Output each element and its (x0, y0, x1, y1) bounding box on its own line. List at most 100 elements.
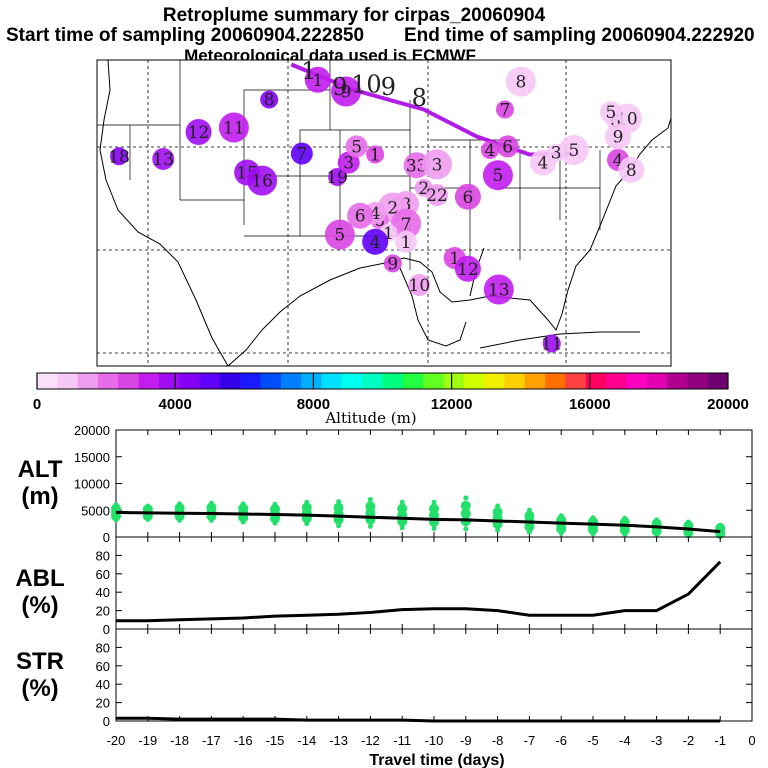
x-tick-labels: -20 -19 -18 -17 -16 -15 -14 -13 -12 -11 -10 -9 -8 -7-… (107, 733, 756, 748)
map-marker (495, 100, 514, 119)
alt-label-top: ALT (17, 456, 63, 483)
str-label-bottom: (%) (21, 675, 59, 702)
colorbar-tick-label: 8000 (297, 396, 330, 413)
map-marker-label: 7 (296, 145, 307, 165)
map-marker (482, 160, 513, 191)
str-panel: 0 20 40 60 80 (96, 628, 753, 729)
alt-particle-point (270, 504, 280, 515)
map-marker (421, 149, 452, 180)
colorbar-cell (138, 373, 160, 389)
colorbar-cell (545, 373, 566, 389)
colorbar-cell (504, 373, 526, 389)
colorbar-cell (57, 373, 78, 389)
map-marker-label: 22 (426, 186, 448, 206)
colorbar-cell (423, 373, 444, 389)
map-marker (599, 101, 622, 124)
alt-particle-point (113, 502, 119, 508)
alt-particle-point (240, 501, 246, 507)
map-marker (425, 184, 448, 206)
x-tick-label: -8 (492, 733, 504, 748)
map-marker-label: 4 (370, 204, 381, 224)
alt-particle-point (272, 501, 278, 507)
map-marker-label: 12 (457, 260, 479, 280)
trajectory-label: 1 (301, 57, 316, 85)
x-tick-label: -7 (524, 733, 536, 748)
map-marker-label: 9 (387, 254, 398, 274)
x-tick-label: -6 (555, 733, 567, 748)
colorbar-tick-label: 0 (33, 396, 41, 413)
abl-ytick-label: 40 (96, 585, 110, 600)
map-marker-label: 1 (401, 233, 412, 253)
x-tick-label: -14 (297, 733, 316, 748)
x-tick-label: -17 (202, 733, 221, 748)
str-label-top: STR (16, 648, 64, 675)
alt-particle-point (301, 502, 312, 513)
map-marker (496, 135, 519, 158)
alt-particle-point (336, 499, 342, 505)
str-ytick-label: 0 (103, 714, 110, 729)
map-marker (618, 156, 645, 183)
colorbar-cell (402, 373, 424, 389)
map-marker (391, 208, 422, 239)
map-marker-label: 1 (449, 249, 460, 269)
alt-ytick-label: 10000 (74, 477, 110, 492)
colorbar-tick-label: 12000 (431, 396, 473, 413)
x-tick-label: -18 (170, 733, 189, 748)
map-marker-label: 9 (613, 128, 624, 148)
start-time-label: Start time of sampling 20060904.222850 (6, 25, 365, 46)
map-marker (383, 254, 402, 273)
alt-particle-point (208, 500, 214, 506)
alt-particle-point (492, 506, 503, 517)
abl-ytick-label: 0 (103, 622, 110, 637)
alt-mean-line (115, 510, 721, 534)
map-marker (483, 274, 514, 305)
x-tick-label: -20 (107, 733, 126, 748)
map-marker-label: 13 (152, 150, 174, 170)
colorbar-label: Altitude (m) (324, 409, 416, 427)
map-marker-label: 6 (355, 207, 366, 227)
map-marker-label: 5 (568, 141, 579, 161)
map-marker-label: 5 (493, 166, 504, 186)
x-tick-label: 0 (748, 733, 755, 748)
alt-particle-point (304, 499, 310, 505)
colorbar-cell (626, 373, 648, 389)
abl-panel-frame (115, 536, 753, 630)
abl-label-top: ABL (15, 565, 65, 592)
alt-ytick-label: 5000 (81, 503, 110, 518)
colorbar-cell (219, 373, 241, 389)
abl-ytick-label: 20 (96, 604, 110, 619)
map-marker (547, 143, 566, 162)
trajectory-label: 9 (381, 73, 396, 101)
colorbar-cell (707, 373, 729, 389)
abl-label-bottom: (%) (21, 592, 59, 619)
colorbar-tick-label: 20000 (707, 396, 749, 413)
x-tick-label: -5 (587, 733, 599, 748)
map-marker-label: 2 (387, 199, 398, 219)
chart-title: Retroplume summary for cirpas_20060904 (162, 5, 546, 26)
x-tick-label: -15 (266, 733, 285, 748)
map-marker-label: 7 (401, 215, 412, 235)
colorbar-tick-label: 4000 (159, 396, 192, 413)
x-axis-label: Travel time (days) (369, 752, 504, 768)
map-marker-label: 3 (551, 144, 562, 164)
colorbar: 0 4000 8000 12000 16000 20000 Altitude (m) (33, 372, 749, 427)
alt-particle-point (526, 507, 532, 513)
map-marker (218, 112, 249, 143)
x-tick-label: -19 (138, 733, 157, 748)
colorbar-cell (585, 373, 607, 389)
colorbar-cells (37, 373, 729, 389)
abl-ytick-label: 80 (96, 548, 110, 563)
x-tick-label: -11 (393, 733, 411, 748)
alt-particle-point (524, 510, 535, 521)
abl-panel-label: ABL (%) (0, 565, 80, 619)
map-marker (542, 334, 561, 353)
alt-particle-point (460, 500, 471, 511)
map-marker-label: 16 (251, 172, 273, 192)
map-marker (558, 135, 589, 165)
str-ytick-label: 40 (96, 677, 110, 692)
map-marker (331, 76, 362, 107)
map-marker (366, 145, 385, 164)
map-marker (480, 141, 499, 159)
alt-particle-point (399, 525, 405, 531)
